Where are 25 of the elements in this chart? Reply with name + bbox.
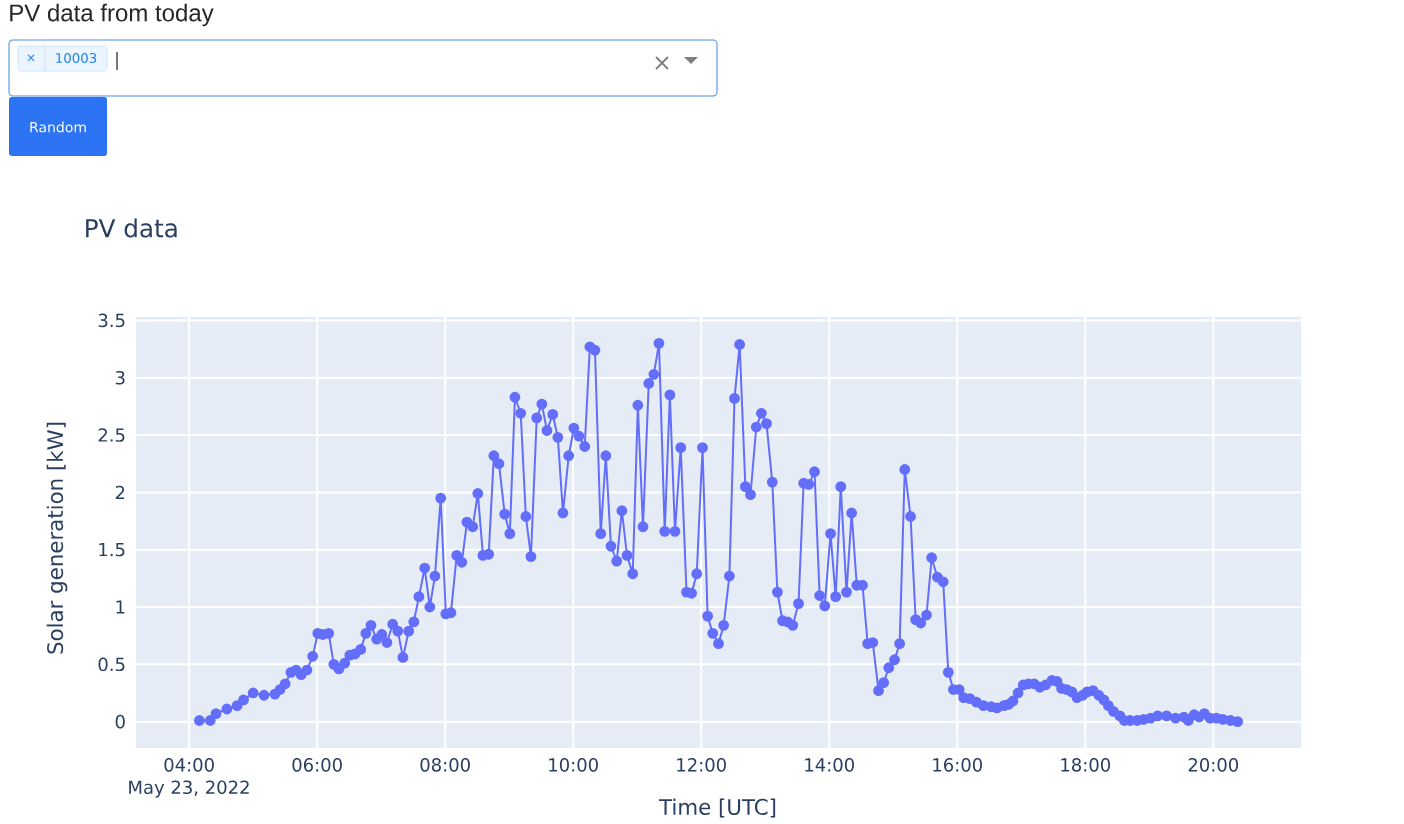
y-tick-label: 2 bbox=[115, 485, 125, 500]
y-tick-label: 0.5 bbox=[98, 657, 125, 672]
x-tick-label: 18:00 bbox=[1061, 758, 1111, 772]
x-tick-label: 14:00 bbox=[805, 758, 854, 772]
y-tick-label: 1.5 bbox=[99, 542, 125, 557]
y-tick-label: 3 bbox=[115, 370, 125, 385]
chart-title: PV data bbox=[86, 218, 177, 238]
y-tick-label: 1 bbox=[116, 600, 125, 614]
text: PV data from today bbox=[10, 3, 214, 27]
text: × bbox=[27, 54, 35, 62]
text: Random bbox=[30, 121, 86, 133]
x-tick-label: 12:00 bbox=[677, 758, 726, 772]
x-tick-label: 06:00 bbox=[292, 758, 342, 772]
y-axis-title: Solar generation [kW] bbox=[46, 422, 68, 654]
y-tick-label: 2.5 bbox=[98, 428, 125, 442]
y-tick-label: 0 bbox=[115, 714, 125, 729]
x-axis-title: Time [UTC] bbox=[658, 798, 776, 818]
x-tick-label: 08:00 bbox=[420, 758, 470, 772]
x-tick-label: 04:00 bbox=[164, 758, 214, 772]
x-tick-label: 10:00 bbox=[549, 758, 598, 772]
text: May 23, 2022 bbox=[129, 780, 249, 798]
x-tick-label: 16:00 bbox=[933, 758, 983, 772]
text: 10003 bbox=[56, 52, 97, 64]
y-tick-label: 3.5 bbox=[98, 313, 125, 328]
x-tick-label: 20:00 bbox=[1188, 758, 1239, 772]
